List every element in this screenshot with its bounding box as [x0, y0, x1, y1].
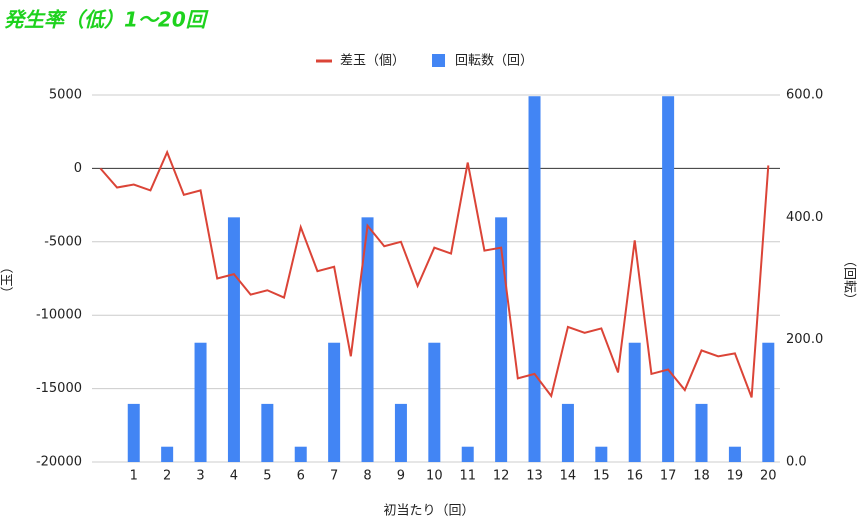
- y-tick-label: 5000: [49, 88, 82, 103]
- x-tick-label: 11: [459, 469, 476, 484]
- line: [99, 149, 770, 399]
- y2-tick-label: 400.0: [786, 210, 823, 225]
- bar: [294, 446, 307, 462]
- x-tick-label: 8: [363, 469, 371, 484]
- bar: [461, 446, 474, 462]
- y-tick-label: 0: [74, 161, 82, 176]
- x-tick-label: 1: [130, 469, 138, 484]
- bar: [361, 217, 374, 462]
- x-tick-label: 18: [693, 469, 710, 484]
- x-tick-label: 2: [163, 469, 171, 484]
- x-tick-label: 20: [760, 469, 777, 484]
- x-tick-label: 3: [196, 469, 204, 484]
- bar: [561, 403, 574, 462]
- x-tick-label: 6: [297, 469, 305, 484]
- legend-label: 差玉（個）: [340, 54, 405, 69]
- bar: [127, 403, 140, 462]
- x-tick-label: 16: [626, 469, 643, 484]
- legend-label: 回転数（回）: [455, 54, 533, 69]
- bar: [528, 96, 541, 463]
- y2-tick-label: 0.0: [786, 455, 807, 470]
- bar: [595, 446, 608, 462]
- bar: [194, 342, 207, 462]
- y-axis-label: （玉）: [1, 260, 16, 299]
- x-tick-label: 9: [397, 469, 405, 484]
- x-tick-label: 4: [230, 469, 238, 484]
- x-tick-label: 17: [660, 469, 677, 484]
- y-tick-label: -20000: [36, 455, 82, 470]
- y2-tick-label: 200.0: [786, 332, 823, 347]
- bar: [227, 217, 240, 462]
- x-tick-label: 12: [493, 469, 510, 484]
- bar: [161, 446, 174, 462]
- y-tick-label: -5000: [44, 234, 82, 249]
- x-tick-label: 5: [263, 469, 271, 484]
- x-tick-label: 15: [593, 469, 610, 484]
- bar: [695, 403, 708, 462]
- y2-axis-label: （回転）: [842, 254, 857, 306]
- y-tick-label: -15000: [36, 381, 82, 396]
- bar: [628, 342, 641, 462]
- bar: [394, 403, 407, 462]
- x-tick-label: 7: [330, 469, 338, 484]
- bar: [328, 342, 341, 462]
- y-tick-label: -10000: [36, 308, 82, 323]
- legend-swatch: [432, 54, 446, 67]
- y2-tick-label: 600.0: [786, 88, 823, 103]
- bar: [728, 446, 741, 462]
- x-tick-label: 19: [727, 469, 744, 484]
- x-tick-label: 14: [560, 469, 577, 484]
- bar: [428, 342, 441, 462]
- bar: [662, 96, 675, 463]
- x-tick-label: 13: [526, 469, 543, 484]
- x-axis-label: 初当たり（回）: [383, 504, 474, 519]
- bar: [261, 403, 274, 462]
- chart-title: 発生率（低）1〜20回: [4, 8, 209, 32]
- x-tick-label: 10: [426, 469, 443, 484]
- bar: [762, 342, 775, 462]
